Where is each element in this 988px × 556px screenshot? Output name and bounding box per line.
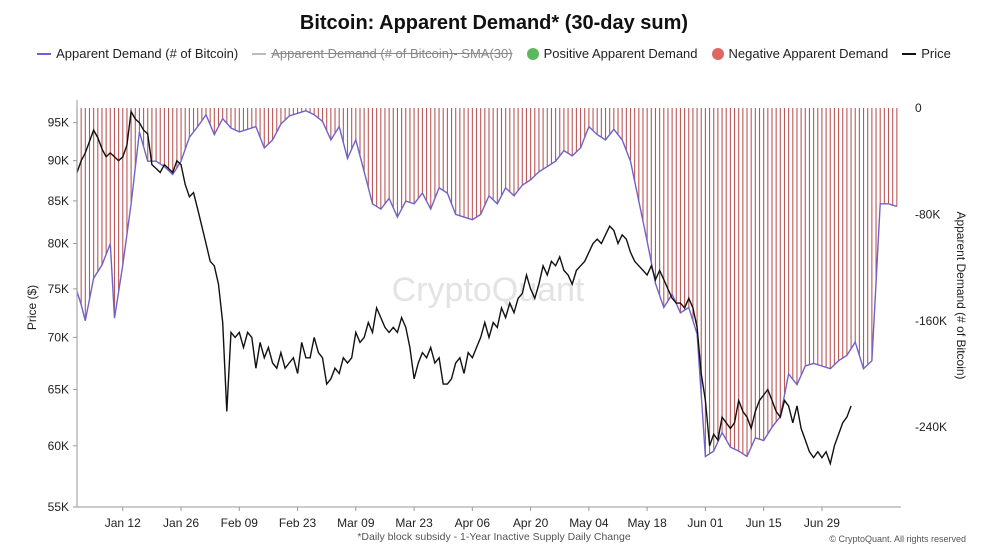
legend-swatch <box>902 52 917 55</box>
legend-swatch <box>711 47 724 60</box>
x-tick-label: Jan 26 <box>163 516 199 530</box>
y-right-tick-label: -80K <box>915 207 940 221</box>
x-tick-label: Jun 15 <box>746 516 782 530</box>
x-tick-label: Mar 23 <box>395 516 433 530</box>
legend-item-4[interactable]: Price <box>902 46 951 61</box>
y-left-tick-label: 80K <box>48 237 69 251</box>
watermark: CryptoQuant <box>392 271 585 309</box>
legend-label: Price <box>921 46 951 61</box>
y-right-axis-title: Apparent Demand (# of Bitcoin) <box>954 211 968 379</box>
x-tick-label: Apr 20 <box>513 516 549 530</box>
y-left-tick-label: 90K <box>48 154 69 168</box>
x-tick-label: May 04 <box>569 516 609 530</box>
y-left-tick-label: 65K <box>48 383 69 397</box>
legend[interactable]: Apparent Demand (# of Bitcoin) Apparent D… <box>0 46 988 61</box>
x-tick-label: May 18 <box>627 516 667 530</box>
y-right-tick-label: -160K <box>915 314 947 328</box>
x-tick-label: Feb 09 <box>221 516 259 530</box>
y-left-tick-label: 70K <box>48 330 69 344</box>
footnote: *Daily block subsidy - 1-Year Inactive S… <box>357 531 631 543</box>
y-left-tick-label: 95K <box>48 116 69 130</box>
price-line <box>76 109 852 467</box>
legend-item-1[interactable]: Apparent Demand (# of Bitcoin)- SMA(30) <box>252 46 513 61</box>
copyright: © CryptoQuant. All rights reserved <box>829 534 966 544</box>
legend-item-3[interactable]: Negative Apparent Demand <box>711 46 889 61</box>
y-right-tick-label: -240K <box>915 420 947 434</box>
x-tick-label: Jun 01 <box>687 516 723 530</box>
legend-swatch <box>526 47 539 60</box>
y-left-tick-label: 85K <box>48 194 69 208</box>
legend-item-2[interactable]: Positive Apparent Demand <box>526 46 698 61</box>
x-tick-label: Apr 06 <box>455 516 491 530</box>
x-tick-label: Feb 23 <box>279 516 317 530</box>
x-tick-label: Jun 29 <box>804 516 840 530</box>
legend-label: Apparent Demand (# of Bitcoin)- SMA(30) <box>271 46 513 61</box>
legend-label: Negative Apparent Demand <box>728 46 889 61</box>
legend-swatch <box>252 52 267 55</box>
x-tick-label: Mar 09 <box>337 516 375 530</box>
legend-label: Apparent Demand (# of Bitcoin) <box>56 46 239 61</box>
legend-item-0[interactable]: Apparent Demand (# of Bitcoin) <box>37 46 238 61</box>
chart-title: Bitcoin: Apparent Demand* (30-day sum) <box>299 12 689 34</box>
y-right-tick-label: 0 <box>915 101 922 115</box>
legend-label: Positive Apparent Demand <box>543 46 698 61</box>
legend-swatch <box>37 52 52 55</box>
demand-line <box>76 109 898 458</box>
y-left-tick-label: 75K <box>48 282 69 296</box>
demand-bars <box>76 108 898 457</box>
y-left-tick-label: 55K <box>48 500 69 514</box>
x-tick-label: Jan 12 <box>105 516 141 530</box>
y-left-tick-label: 60K <box>48 439 69 453</box>
y-left-axis-title: Price ($) <box>25 285 39 330</box>
